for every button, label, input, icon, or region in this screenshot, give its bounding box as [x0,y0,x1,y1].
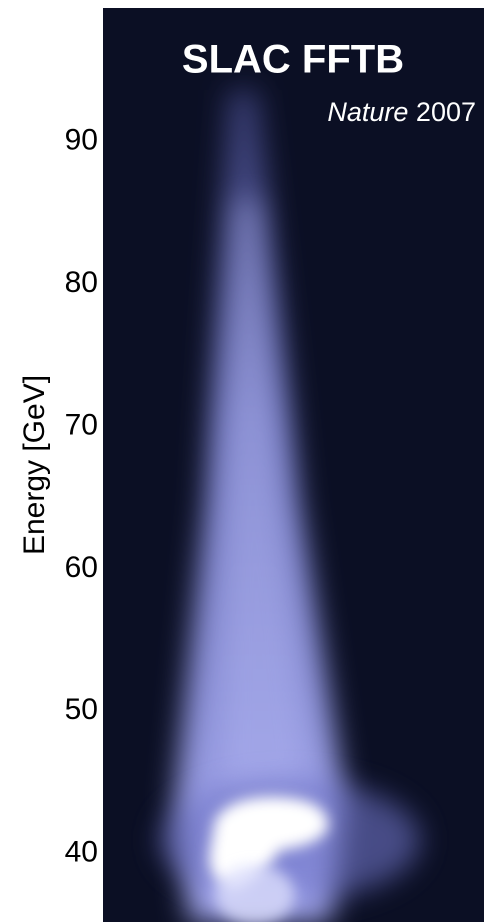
y-tick-label: 60 [65,551,98,584]
y-axis-label: Energy [GeV] [18,375,51,555]
y-tick-label: 80 [65,266,98,299]
spectrum-image [103,8,484,922]
y-tick-label: 50 [65,693,98,726]
subtitle-year: 2007 [416,97,476,127]
y-tick-label: 70 [65,408,98,441]
y-tick-label: 40 [65,836,98,869]
figure: SLAC FFTB Nature 2007 Energy [GeV] 40 50 6… [0,0,484,922]
subtitle: Nature 2007 [327,97,476,127]
title: SLAC FFTB [182,38,404,82]
subtitle-journal: Nature [327,97,408,127]
y-axis: 40 50 60 70 80 90 [65,124,103,869]
y-tick-label: 90 [65,124,98,157]
